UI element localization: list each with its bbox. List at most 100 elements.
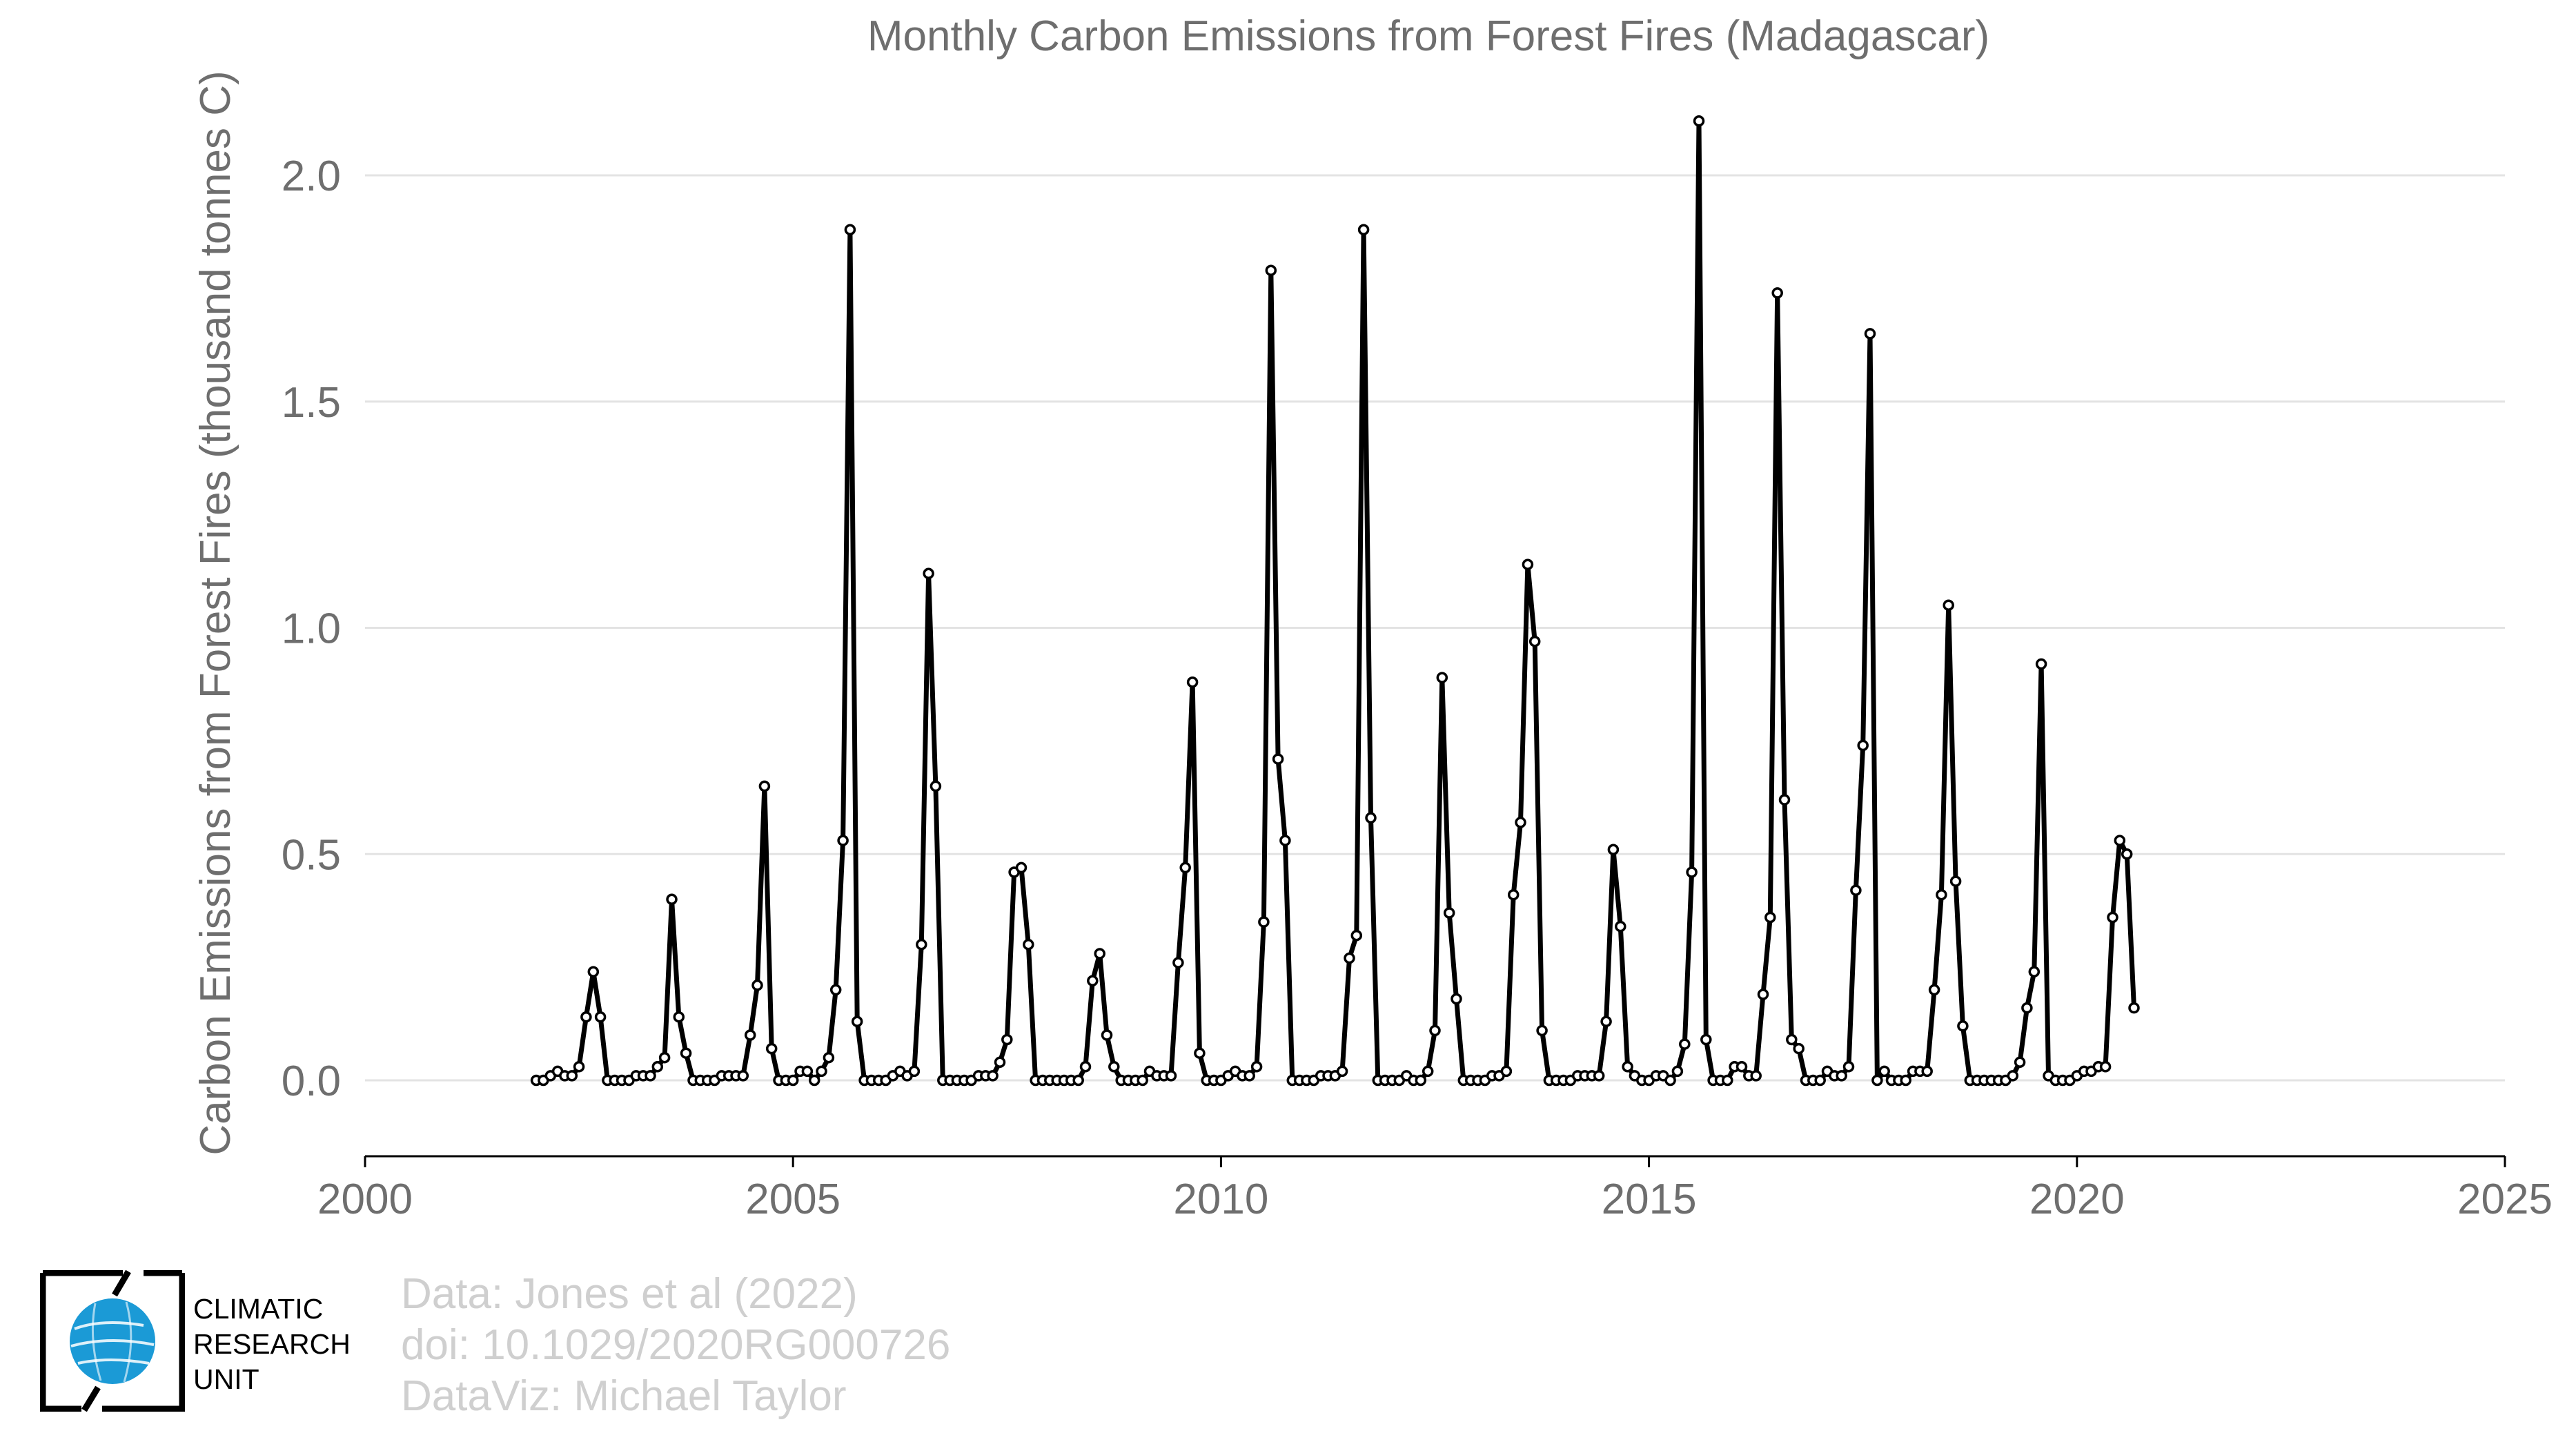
data-point: [1871, 1074, 1883, 1087]
data-point: [573, 1061, 585, 1073]
data-point: [680, 1047, 692, 1059]
data-point: [908, 1065, 921, 1078]
data-point: [1900, 1074, 1911, 1087]
data-point: [1736, 1061, 1748, 1073]
y-tick-label-4: 2.0: [282, 153, 341, 200]
data-point: [2121, 848, 2133, 860]
data-point: [823, 1051, 835, 1064]
data-point: [1850, 884, 1862, 896]
data-point: [844, 224, 856, 235]
data-point: [1165, 1070, 1177, 1082]
data-point: [658, 1051, 671, 1064]
data-point: [1023, 939, 1034, 951]
data-credits: Data: Jones et al (2022) doi: 10.1029/20…: [401, 1269, 950, 1422]
data-point: [1194, 1047, 1206, 1059]
data-point: [987, 1070, 999, 1082]
x-tick-label-4: 2020: [2029, 1176, 2125, 1223]
data-point: [1771, 287, 1783, 299]
data-point: [1451, 993, 1462, 1005]
data-point: [1137, 1074, 1148, 1087]
y-tick-label-3: 1.5: [282, 379, 341, 427]
data-point: [1079, 1061, 1092, 1073]
data-point: [1671, 1065, 1684, 1078]
data-point: [1265, 264, 1277, 276]
data-point: [1693, 115, 1705, 127]
data-point: [1186, 676, 1199, 688]
logo-line-3: UNIT: [193, 1363, 259, 1395]
data-point: [1272, 753, 1284, 765]
data-point: [1864, 328, 1876, 340]
data-point: [1179, 861, 1191, 874]
data-point: [2035, 658, 2047, 670]
data-point: [1429, 1024, 1441, 1037]
data-point: [1836, 1070, 1847, 1082]
series-line-0: [536, 118, 2136, 1083]
data-point: [787, 1074, 799, 1087]
data-point: [1757, 989, 1769, 1000]
data-point: [765, 1042, 778, 1055]
data-point: [1615, 920, 1626, 933]
gridlines: [365, 174, 2505, 1082]
data-point: [1001, 1033, 1013, 1046]
x-tick-label-0: 2000: [317, 1176, 413, 1223]
data-point: [1336, 1065, 1348, 1078]
data-point: [666, 893, 678, 906]
data-point: [1928, 984, 1940, 996]
data-point: [1344, 952, 1355, 964]
data-point: [645, 1070, 656, 1082]
data-point: [2021, 1002, 2033, 1014]
x-tick-label-1: 2005: [745, 1176, 840, 1223]
data-point: [916, 939, 927, 951]
data-series: [530, 115, 2140, 1087]
data-point: [1172, 957, 1184, 968]
cru-logo: [40, 1270, 185, 1412]
data-point: [1664, 1074, 1676, 1087]
data-point: [1528, 635, 1541, 647]
credit-dataviz: DataViz: Michael Taylor: [401, 1372, 847, 1420]
logo-line-1: CLIMATIC: [193, 1293, 324, 1325]
data-point: [1686, 866, 1698, 878]
data-point: [1087, 975, 1099, 987]
data-point: [1786, 1033, 1798, 1046]
data-point: [2099, 1061, 2112, 1073]
data-point: [1108, 1061, 1120, 1073]
axes: 0.0 0.5 1.0 1.5 2.0 2000 2005 2010 2015 2020 2025: [282, 153, 2553, 1223]
data-point: [651, 1061, 664, 1073]
data-point: [923, 567, 934, 580]
data-point: [1921, 1065, 1933, 1078]
data-point: [1443, 907, 1455, 919]
data-point: [1250, 1061, 1263, 1073]
logo-line-2: RESEARCH: [193, 1328, 351, 1360]
data-point: [2107, 911, 2118, 924]
data-point: [1279, 835, 1291, 846]
logo-text: CLIMATIC RESEARCH UNIT: [193, 1292, 351, 1397]
data-point: [1943, 599, 1954, 611]
data-point: [1957, 1020, 1969, 1032]
data-point: [829, 984, 842, 996]
data-point: [1101, 1029, 1113, 1041]
data-point: [1258, 916, 1270, 928]
data-point: [2114, 835, 2126, 846]
credit-data-source: Data: Jones et al (2022): [401, 1270, 858, 1318]
data-point: [1600, 1015, 1612, 1028]
data-point: [2014, 1056, 2026, 1069]
y-tick-label-1: 0.5: [282, 831, 341, 879]
data-point: [851, 1015, 863, 1028]
data-point: [2028, 966, 2041, 977]
data-point: [566, 1070, 578, 1082]
data-point: [994, 1056, 1006, 1069]
data-point: [1436, 672, 1448, 683]
data-point: [816, 1065, 827, 1078]
data-point: [673, 1011, 685, 1023]
data-point: [1015, 861, 1028, 874]
data-point: [837, 835, 849, 846]
data-point: [1357, 224, 1370, 235]
data-point: [930, 780, 942, 792]
data-point: [1793, 1042, 1805, 1055]
data-point: [1422, 1065, 1434, 1078]
data-point: [1593, 1070, 1605, 1082]
data-point: [1750, 1070, 1762, 1082]
data-point: [1365, 812, 1377, 824]
data-point: [1679, 1038, 1691, 1050]
data-point: [801, 1065, 814, 1078]
